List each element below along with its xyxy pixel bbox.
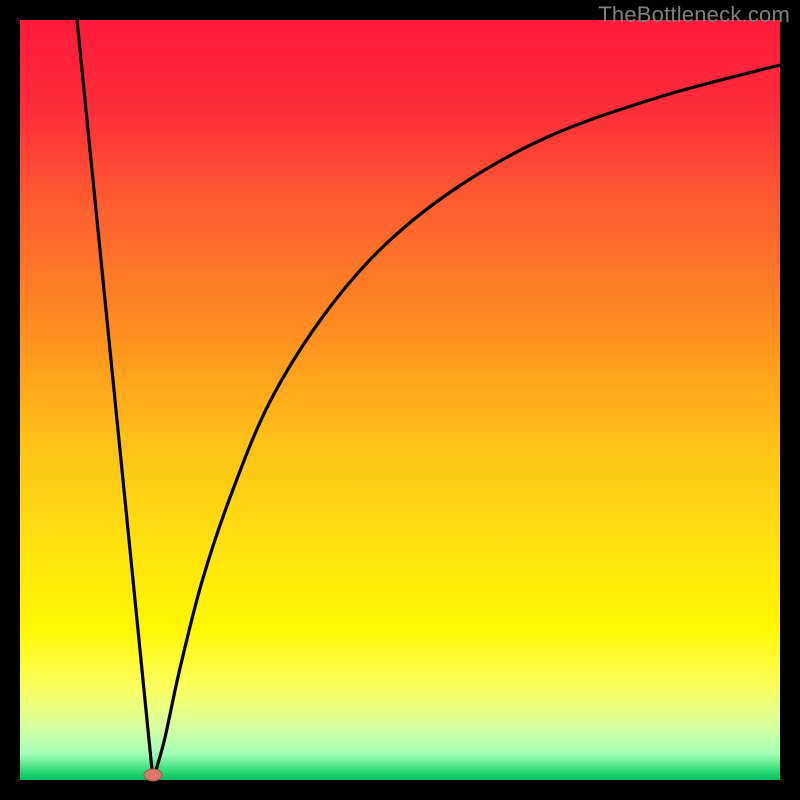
chart-canvas xyxy=(0,0,800,800)
optimal-point-marker xyxy=(144,769,162,781)
plot-background xyxy=(20,20,780,780)
watermark-label: TheBottleneck.com xyxy=(598,2,790,28)
bottleneck-chart: TheBottleneck.com xyxy=(0,0,800,800)
